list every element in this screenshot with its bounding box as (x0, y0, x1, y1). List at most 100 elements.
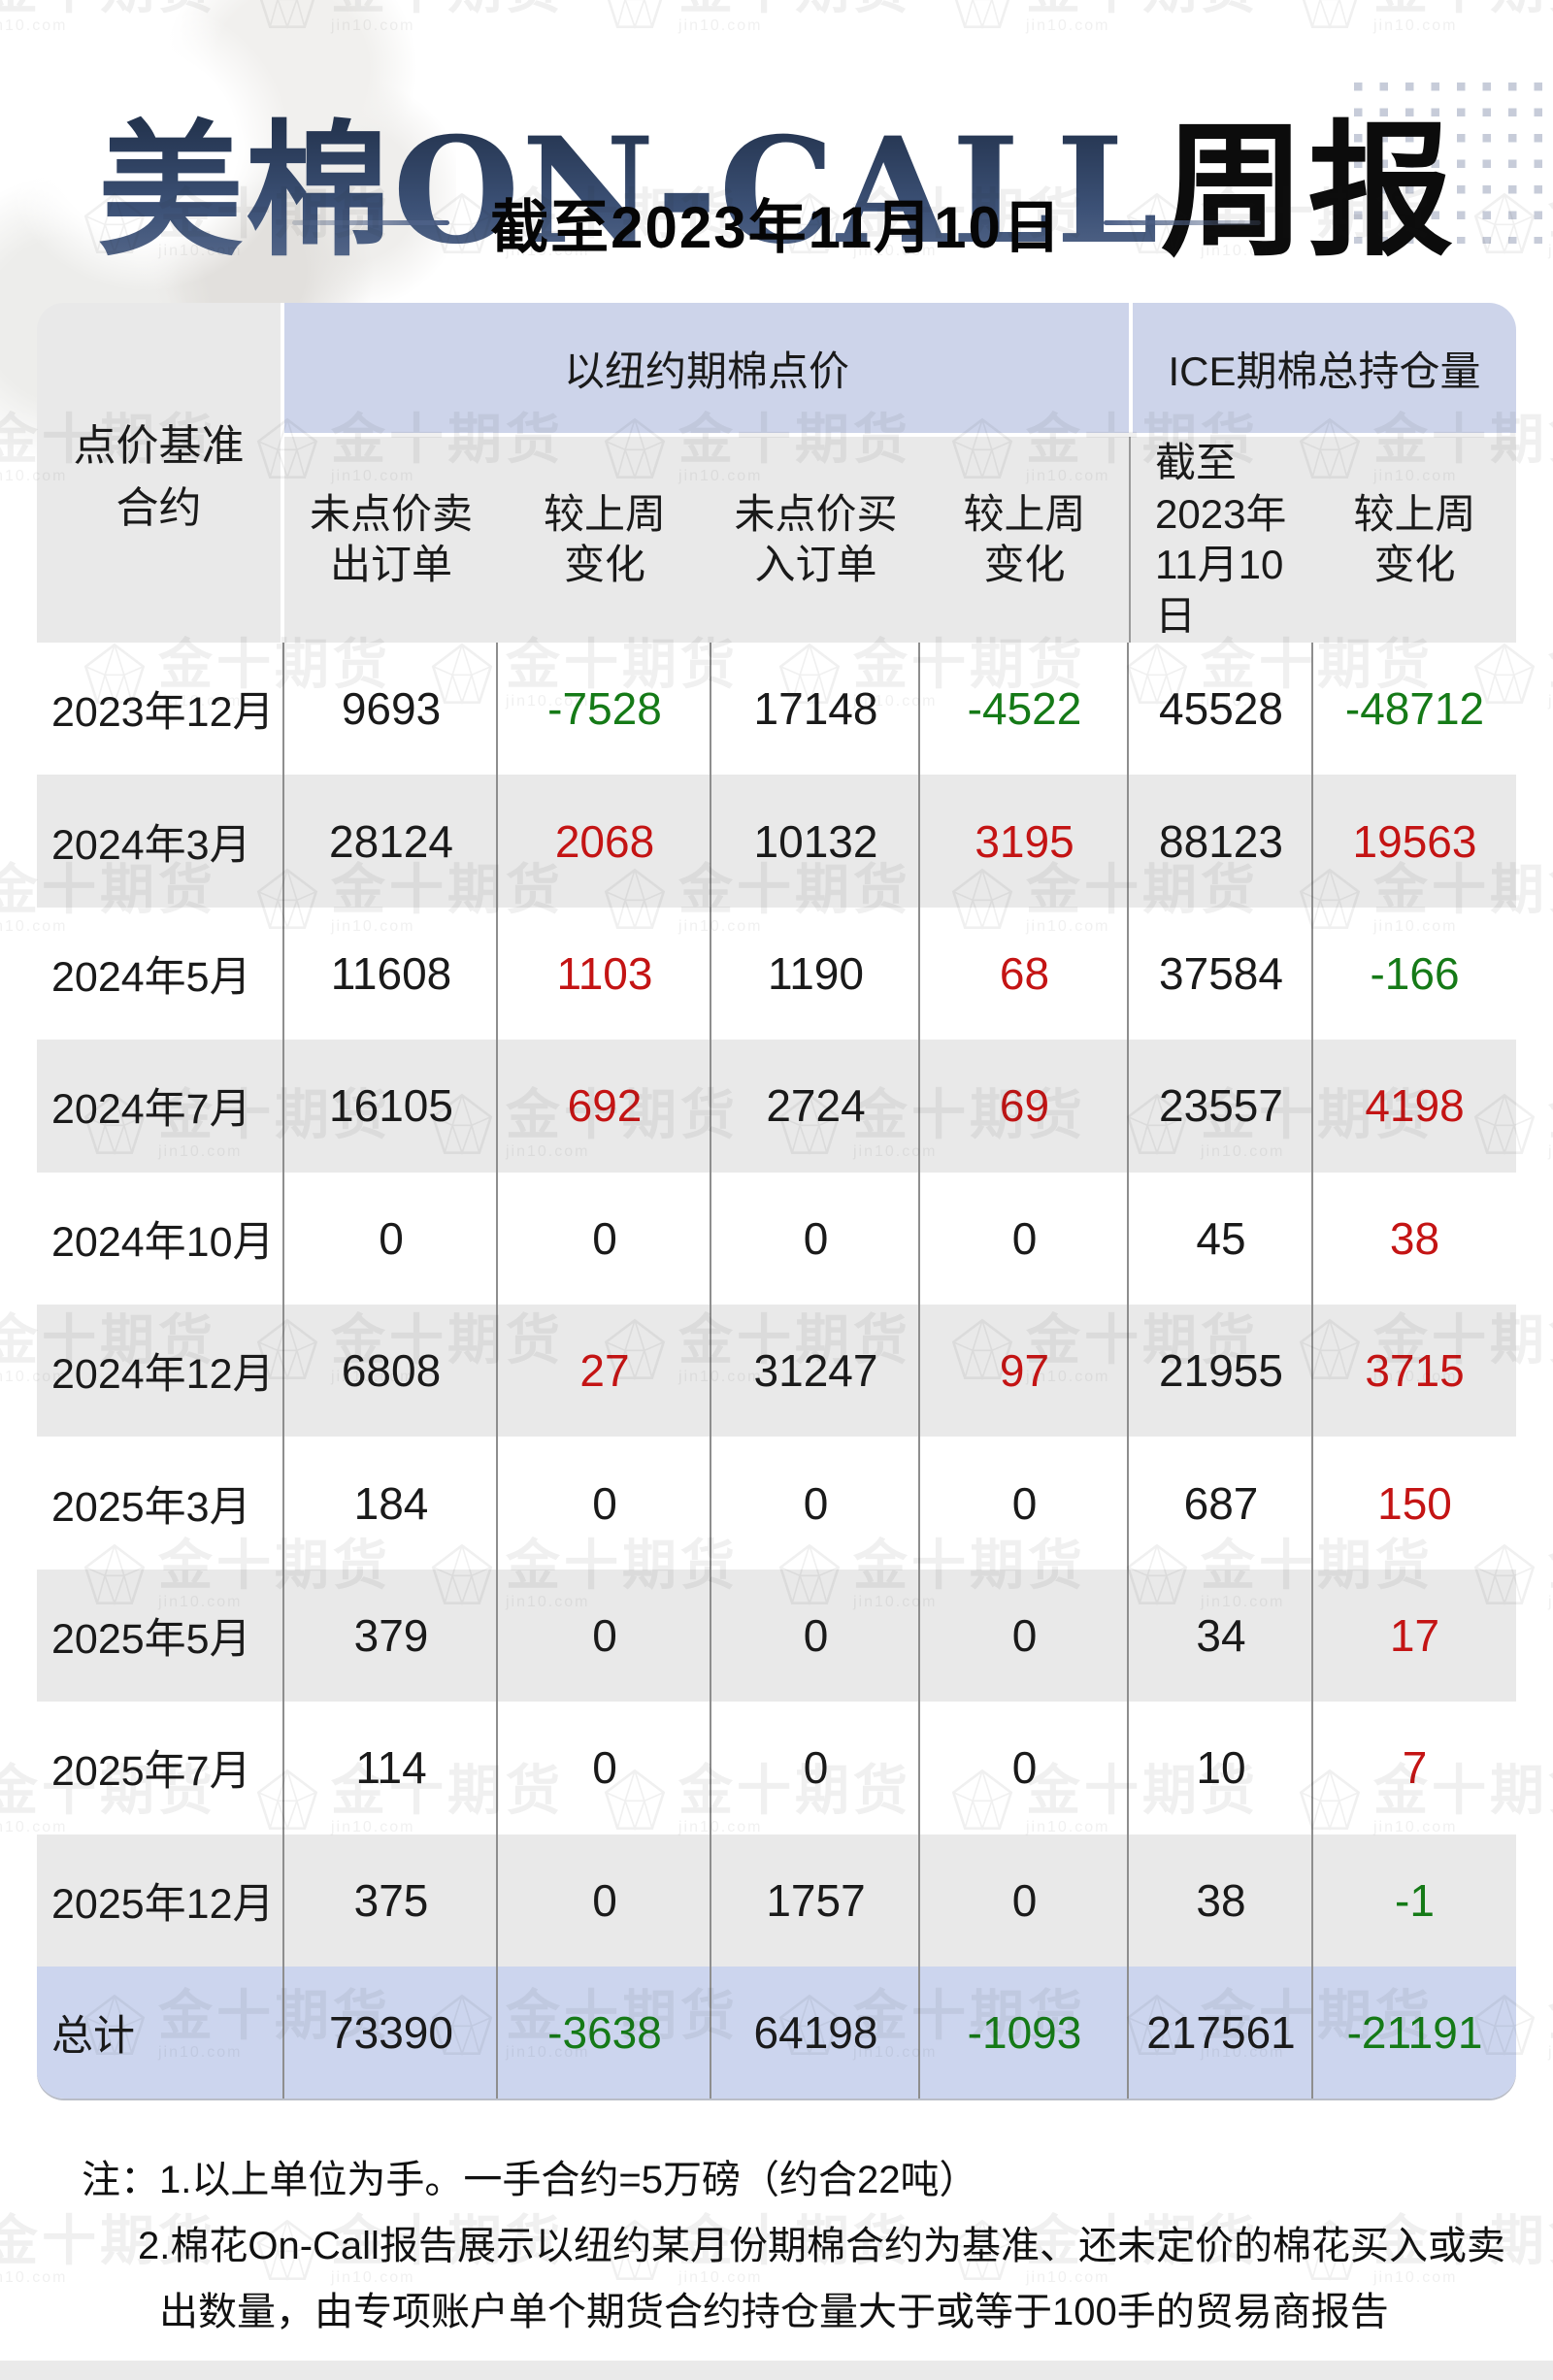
value-cell: 375 (284, 1834, 498, 1967)
subtitle: 截至2023年11月10日 (490, 195, 1063, 260)
row-label: 2024年3月 (37, 775, 284, 908)
sub-header-unpriced-buy: 未点价买入订单 (711, 437, 920, 643)
value-cell: 379 (284, 1569, 498, 1702)
value-cell: -4522 (920, 643, 1129, 776)
value-cell: 1103 (498, 907, 711, 1041)
value-cell: 0 (711, 1437, 920, 1570)
value-cell: 1190 (711, 907, 920, 1041)
value-cell: 2068 (498, 775, 711, 908)
value-cell: 10 (1129, 1702, 1313, 1835)
value-cell: -1093 (920, 1966, 1129, 2099)
value-cell: 11608 (284, 907, 498, 1041)
watermark-subtext: jin10.com (1548, 692, 1553, 710)
watermark-subtext: jin10.com (1373, 17, 1458, 34)
value-cell: 150 (1313, 1437, 1516, 1570)
value-cell: 0 (498, 1437, 711, 1570)
watermark-subtext: jin10.com (331, 17, 415, 34)
value-cell: -1 (1313, 1834, 1516, 1967)
jinshi-gem-icon (607, 0, 663, 30)
jinshi-gem-icon (954, 0, 1010, 30)
table: 点价基准合约 以纽约期棉点价 ICE期棉总持仓量 未点价卖出订单 较上周变化 未… (37, 303, 1516, 2099)
corner-header: 点价基准合约 (37, 303, 284, 643)
value-cell: 0 (498, 1834, 711, 1967)
watermark-text: 金十期货 (1026, 0, 1259, 18)
row-label: 2025年3月 (37, 1437, 284, 1570)
row-label: 2023年12月 (37, 643, 284, 776)
value-cell: 0 (920, 1437, 1129, 1570)
footnote-1: 注：1.以上单位为手。一手合约=5万磅（约合22吨） (82, 2159, 978, 2201)
value-cell: 7 (1313, 1702, 1516, 1835)
value-cell: 88123 (1129, 775, 1313, 908)
value-cell: 34 (1129, 1569, 1313, 1702)
value-cell: 6808 (284, 1304, 498, 1438)
value-cell: 37584 (1129, 907, 1313, 1041)
sub-header-asof-date: 截至2023年11月10日 (1129, 437, 1313, 643)
value-cell: 38 (1129, 1834, 1313, 1967)
value-cell: 16105 (284, 1040, 498, 1173)
watermark-text: 金十期货 (1548, 1987, 1553, 2045)
group-header-ny-pricing: 以纽约期棉点价 (284, 303, 1129, 437)
value-cell: 10132 (711, 775, 920, 908)
value-cell: 38 (1313, 1172, 1516, 1305)
row-label: 2024年10月 (37, 1172, 284, 1305)
value-cell: 73390 (284, 1966, 498, 2099)
row-label: 2025年7月 (37, 1702, 284, 1835)
row-label: 2025年5月 (37, 1569, 284, 1702)
sub-header-wow-change-2: 较上周变化 (920, 437, 1129, 643)
value-cell: 0 (498, 1172, 711, 1305)
value-cell: 687 (1129, 1437, 1313, 1570)
value-cell: 0 (284, 1172, 498, 1305)
value-cell: -48712 (1313, 643, 1516, 776)
row-label: 2024年12月 (37, 1304, 284, 1438)
footnote-2: 2.棉花On-Call报告展示以纽约某月份期棉合约为基准、还未定价的棉花买入或卖 (138, 2225, 1505, 2267)
watermark-text: 金十期货 (1548, 1537, 1553, 1595)
value-cell: 45528 (1129, 643, 1313, 776)
value-cell: -7528 (498, 643, 711, 776)
value-cell: 17 (1313, 1569, 1516, 1702)
watermark-text: 金十期货 (1373, 0, 1553, 18)
watermark-subtext: jin10.com (1548, 1593, 1553, 1610)
value-cell: 0 (711, 1702, 920, 1835)
value-cell: 0 (920, 1569, 1129, 1702)
value-cell: 97 (920, 1304, 1129, 1438)
subtitle-dash-right (1103, 220, 1261, 225)
value-cell: 64198 (711, 1966, 920, 2099)
value-cell: 31247 (711, 1304, 920, 1438)
row-label: 2025年12月 (37, 1834, 284, 1967)
footnote-3: 出数量，由专项账户单个期货合约持仓量大于或等于100手的贸易商报告 (159, 2291, 1389, 2333)
bottom-strip (0, 2361, 1553, 2380)
jinshi-gem-icon (259, 0, 315, 30)
watermark-text: 金十期货 (678, 0, 911, 18)
value-cell: 0 (711, 1569, 920, 1702)
value-cell: 21955 (1129, 1304, 1313, 1438)
sub-header-unpriced-sell: 未点价卖出订单 (284, 437, 498, 643)
watermark-subtext: jin10.com (678, 17, 763, 34)
watermark-text: 金十期货 (0, 0, 216, 18)
row-label: 2024年7月 (37, 1040, 284, 1173)
value-cell: 2724 (711, 1040, 920, 1173)
jinshi-gem-icon (1302, 0, 1358, 30)
value-cell: 3715 (1313, 1304, 1516, 1438)
value-cell: 184 (284, 1437, 498, 1570)
value-cell: 45 (1129, 1172, 1313, 1305)
value-cell: 9693 (284, 643, 498, 776)
watermark-subtext: jin10.com (1548, 2043, 1553, 2061)
watermark-text: 金十期货 (331, 0, 564, 18)
watermark-text: 金十期货 (1548, 1086, 1553, 1144)
footnotes: 注：1.以上单位为手。一手合约=5万磅（约合22吨） 2.棉花On-Call报告… (0, 2147, 1553, 2345)
value-cell: 0 (711, 1172, 920, 1305)
value-cell: 68 (920, 907, 1129, 1041)
value-cell: 27 (498, 1304, 711, 1438)
watermark-subtext: jin10.com (1026, 17, 1110, 34)
value-cell: 217561 (1129, 1966, 1313, 2099)
value-cell: 3195 (920, 775, 1129, 908)
subtitle-row: 截至2023年11月10日 (0, 181, 1553, 265)
value-cell: 692 (498, 1040, 711, 1173)
value-cell: 19563 (1313, 775, 1516, 908)
